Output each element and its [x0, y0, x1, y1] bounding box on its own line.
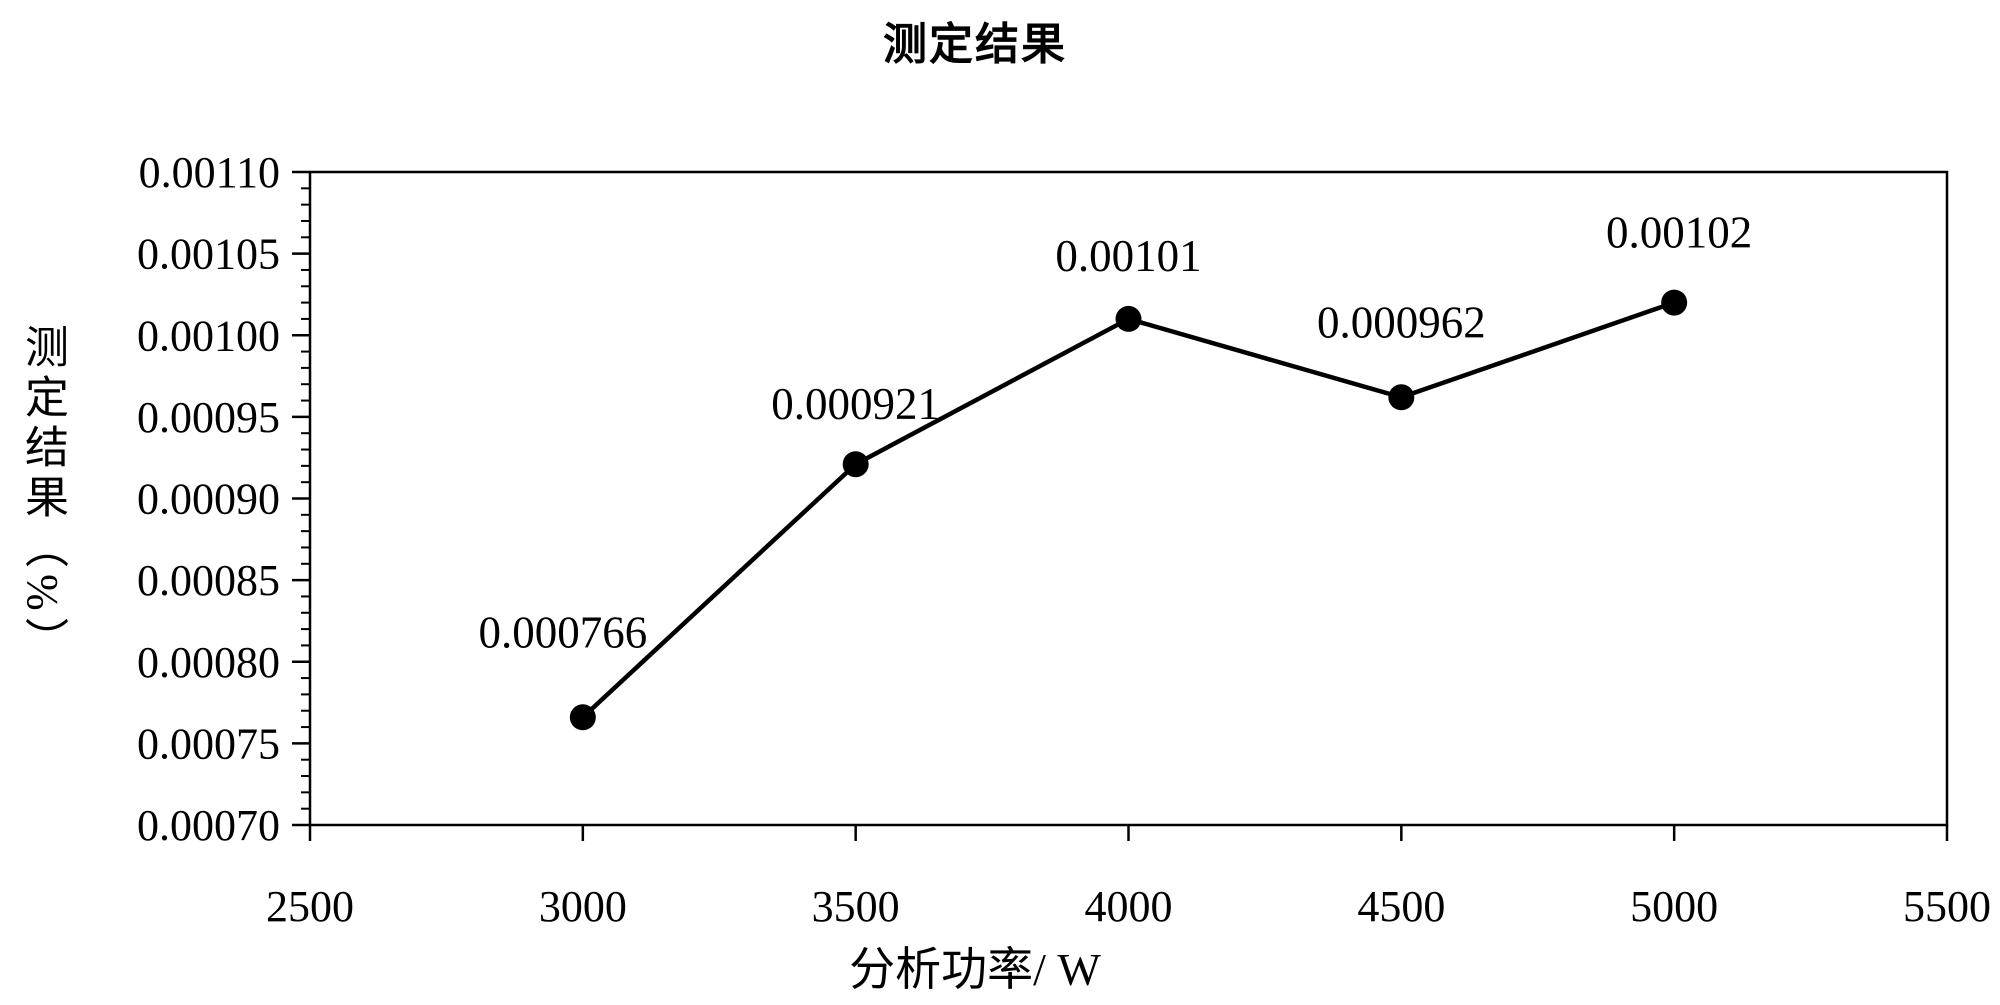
y-tick-label: 0.00105: [137, 230, 280, 279]
y-tick-label: 0.00110: [139, 148, 280, 197]
y-tick-label: 0.00080: [137, 638, 280, 687]
y-tick-label: 0.00095: [137, 393, 280, 442]
data-point-marker: [1661, 289, 1688, 316]
data-point-marker: [1115, 305, 1142, 332]
x-tick-label: 5500: [1903, 882, 1991, 931]
x-tick-label: 3000: [539, 882, 627, 931]
y-tick-label: 0.00070: [137, 801, 280, 850]
x-tick-label: 3500: [812, 882, 900, 931]
data-point-label: 0.000962: [1317, 297, 1486, 347]
y-tick-label: 0.00100: [137, 311, 280, 360]
x-axis-title: 分析功率/ W: [849, 944, 1101, 995]
data-point-marker: [842, 451, 869, 478]
x-tick-label: 5000: [1630, 882, 1718, 931]
x-tick-label: 2500: [266, 882, 354, 931]
chart-title: 测定结果: [883, 20, 1067, 69]
x-tick-label: 4500: [1357, 882, 1445, 931]
data-point-marker: [1388, 384, 1415, 411]
data-point-label: 0.000766: [478, 607, 647, 657]
data-point-label: 0.00101: [1055, 231, 1201, 281]
data-point-label: 0.000921: [771, 379, 940, 429]
y-axis-title: 测定结果（%）: [18, 323, 67, 667]
y-tick-label: 0.00090: [137, 475, 280, 524]
y-tick-label: 0.00075: [137, 719, 280, 768]
data-point-label: 0.00102: [1606, 208, 1752, 258]
x-tick-label: 4000: [1085, 882, 1173, 931]
y-tick-label: 0.00085: [137, 556, 280, 605]
data-point-marker: [569, 704, 596, 731]
